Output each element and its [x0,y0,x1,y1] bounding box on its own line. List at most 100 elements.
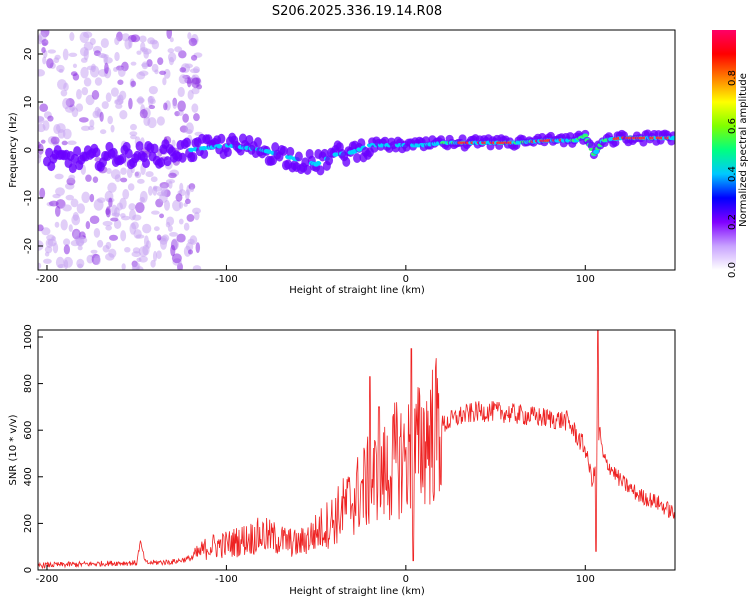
noise-speck [81,125,91,131]
ridge-cell [142,158,151,169]
spectrogram-field [38,30,675,270]
noise-speck [134,171,142,179]
ridge-cell [301,157,310,168]
noise-speck [157,57,164,66]
ridge-cell [593,149,600,155]
ridge-cell [135,141,144,152]
noise-speck [177,86,185,98]
ridge-cell [253,137,262,148]
noise-speck [168,172,177,179]
x-tick-label: -100 [215,274,238,285]
noise-speck [70,71,78,77]
colorbar-tick-label: 0.8 [727,70,738,86]
noise-speck [100,38,109,49]
ridge-cell [178,152,187,163]
noise-speck [94,77,103,86]
noise-speck [136,266,144,270]
noise-speck [56,64,65,73]
noise-speck [159,70,167,75]
noise-speck [184,129,193,134]
noise-speck [145,171,154,178]
noise-speck [97,53,107,59]
noise-speck [119,110,128,120]
ridge-cell [124,148,133,159]
noise-speck [99,111,104,122]
ridge-cell [582,134,589,138]
noise-speck [114,36,120,46]
noise-speck [169,231,178,237]
noise-speck [113,67,119,72]
noise-speck [120,230,127,242]
noise-speck [182,113,189,123]
noise-speck [113,219,122,230]
noise-speck [120,167,127,175]
noise-speck [136,257,142,263]
noise-speck [109,234,119,241]
noise-speck [89,215,100,225]
noise-speck [65,194,75,201]
colorbar-label: Normalized spectral amplitude [738,73,749,227]
noise-speck [192,207,202,215]
noise-speck [177,100,186,112]
noise-speck [131,251,142,258]
noise-speck [191,77,200,89]
noise-speck [38,154,42,164]
noise-speck [178,74,188,85]
noise-speck [55,187,65,196]
noise-speck [110,217,119,222]
colorbar-tick-label: 0.4 [727,166,738,182]
noise-speck [192,265,202,270]
noise-speck [187,32,192,40]
noise-speck [136,71,146,80]
bottom-ylabel: SNR (10 * v/v) [8,414,19,485]
noise-speck [42,56,47,65]
ridge-cell [118,153,127,164]
noise-speck [47,238,57,247]
noise-speck [166,216,175,226]
ridge-cell [163,156,172,167]
noise-speck [120,213,126,218]
noise-speck [189,187,195,193]
noise-speck [184,198,191,204]
ridge-cell [200,148,209,159]
noise-speck [63,82,69,92]
noise-speck [129,222,137,235]
noise-speck [72,63,78,68]
noise-speck [191,103,199,113]
noise-speck [73,230,80,242]
noise-speck [163,68,171,79]
noise-speck [159,213,165,219]
noise-speck [62,128,72,140]
y-tick-label: 0 [23,567,34,573]
figure-title: S206.2025.336.19.14.R08 [272,4,442,19]
noise-speck [188,37,198,47]
noise-speck [62,98,71,110]
noise-speck [97,239,104,248]
y-tick-label: 400 [23,467,34,486]
noise-speck [159,237,168,250]
noise-speck [86,65,96,71]
noise-speck [174,46,183,53]
x-tick-label: -200 [36,274,59,285]
noise-speck [129,131,138,136]
noise-speck [156,234,162,241]
top-ylabel: Frequency (Hz) [8,112,19,188]
noise-speck [38,240,44,251]
noise-speck [72,211,79,221]
ridge-cell [316,165,325,176]
ridge-cell [92,147,101,158]
noise-speck [187,77,192,88]
ridge-cell [216,143,223,149]
noise-speck [171,253,182,264]
ridge-cell [182,137,191,148]
noise-speck [145,240,151,249]
plot-background [38,330,675,570]
ridge-cell [381,136,390,145]
noise-speck [130,80,137,87]
noise-speck [130,123,137,131]
noise-speck [93,199,104,211]
noise-speck [147,117,157,129]
noise-speck [115,103,123,109]
noise-speck [151,210,160,215]
